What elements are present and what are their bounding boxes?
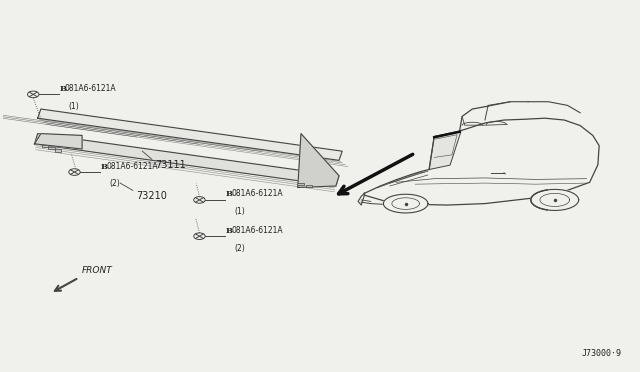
Bar: [55, 149, 61, 151]
Text: 081A6-6121A: 081A6-6121A: [106, 161, 158, 171]
Bar: [297, 183, 303, 185]
Bar: [306, 185, 312, 187]
Text: 081A6-6121A: 081A6-6121A: [65, 84, 116, 93]
Polygon shape: [35, 134, 339, 186]
Polygon shape: [429, 132, 461, 170]
Polygon shape: [38, 109, 342, 160]
Text: 73210: 73210: [136, 192, 167, 202]
Text: (2): (2): [234, 244, 245, 253]
Bar: [49, 147, 55, 149]
Text: J73000·9: J73000·9: [581, 349, 621, 358]
Bar: [42, 145, 49, 147]
Text: B: B: [226, 190, 233, 198]
Polygon shape: [531, 189, 579, 211]
Polygon shape: [35, 134, 82, 149]
Text: (1): (1): [234, 207, 245, 216]
Polygon shape: [383, 194, 428, 213]
Text: FRONT: FRONT: [82, 266, 113, 275]
Text: 081A6-6121A: 081A6-6121A: [231, 189, 283, 198]
Text: 081A6-6121A: 081A6-6121A: [231, 226, 283, 235]
Text: B: B: [101, 163, 108, 171]
Text: (1): (1): [68, 102, 79, 111]
Text: B: B: [226, 227, 233, 235]
Text: (2): (2): [109, 179, 120, 188]
Polygon shape: [298, 134, 339, 187]
Text: 73111: 73111: [155, 160, 186, 170]
Text: B: B: [60, 85, 67, 93]
